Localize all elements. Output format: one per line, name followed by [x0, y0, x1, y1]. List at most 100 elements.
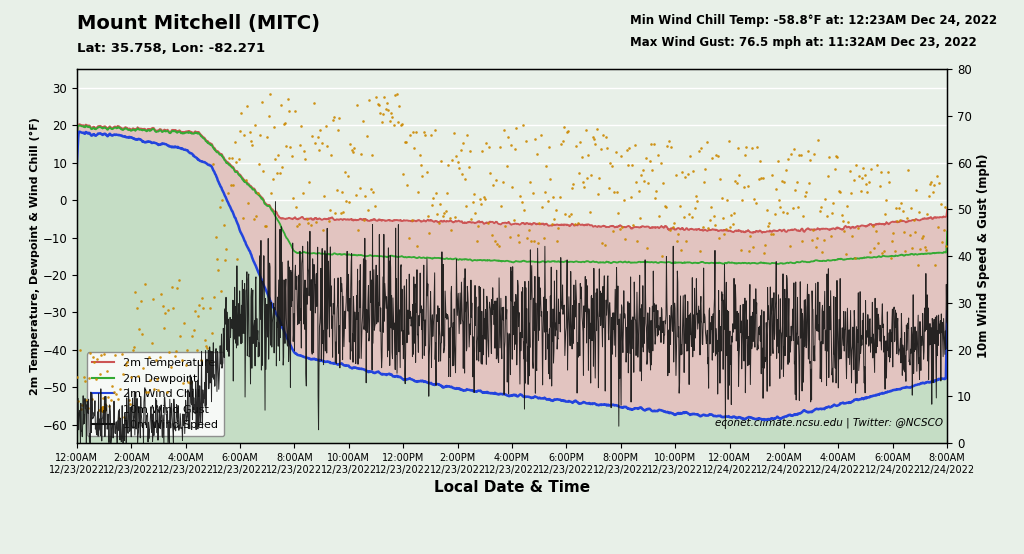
Point	[194, 294, 210, 303]
Point	[864, 222, 881, 230]
Point	[629, 237, 645, 245]
Point	[463, 214, 479, 223]
Point	[428, 189, 444, 198]
Point	[681, 209, 697, 218]
Point	[240, 199, 256, 208]
Point	[164, 283, 180, 291]
Point	[419, 167, 435, 176]
Point	[370, 99, 386, 108]
Point	[810, 135, 826, 144]
Point	[441, 213, 458, 222]
Point	[916, 243, 933, 252]
Point	[152, 353, 168, 362]
Point	[883, 254, 899, 263]
Point	[790, 202, 806, 211]
Point	[676, 213, 692, 222]
Point	[155, 302, 171, 311]
Point	[316, 192, 333, 201]
Point	[763, 230, 779, 239]
Point	[760, 221, 776, 230]
Point	[785, 145, 802, 153]
Point	[862, 248, 879, 257]
Point	[467, 209, 483, 218]
Point	[337, 168, 353, 177]
Point	[585, 133, 601, 142]
Point	[660, 137, 677, 146]
Point	[492, 142, 508, 151]
Point	[872, 167, 889, 176]
Point	[590, 189, 606, 198]
Point	[335, 208, 351, 217]
Point	[271, 168, 288, 177]
Point	[624, 161, 640, 170]
Point	[577, 183, 593, 192]
Point	[805, 226, 821, 235]
Point	[453, 145, 469, 154]
Point	[440, 161, 457, 170]
Point	[647, 194, 664, 203]
Point	[187, 307, 204, 316]
Point	[391, 101, 408, 110]
Point	[749, 143, 765, 152]
Point	[303, 220, 319, 229]
Point	[430, 219, 446, 228]
Point	[796, 212, 812, 220]
Point	[499, 161, 515, 170]
Point	[248, 212, 264, 220]
Point	[80, 403, 96, 412]
Point	[765, 230, 781, 239]
Point	[444, 156, 461, 165]
Point	[686, 203, 702, 212]
Point	[223, 153, 240, 162]
Point	[339, 172, 355, 181]
Point	[202, 304, 218, 312]
Point	[301, 178, 317, 187]
Point	[662, 225, 678, 234]
Point	[197, 335, 213, 344]
Point	[688, 191, 705, 200]
Point	[746, 195, 763, 204]
Point	[816, 235, 833, 244]
Point	[564, 184, 581, 193]
Point	[429, 209, 445, 218]
Point	[283, 143, 299, 152]
Point	[893, 199, 909, 208]
Point	[565, 179, 582, 188]
Point	[809, 233, 825, 242]
Point	[618, 145, 635, 154]
Point	[929, 171, 945, 180]
Point	[506, 216, 522, 224]
Point	[520, 225, 537, 234]
Point	[469, 237, 485, 245]
Point	[698, 137, 715, 146]
Point	[801, 179, 817, 188]
Point	[920, 209, 936, 218]
Point	[659, 142, 676, 151]
Point	[620, 161, 636, 170]
Point	[72, 346, 88, 355]
Point	[771, 195, 787, 204]
Point	[221, 153, 238, 162]
Point	[711, 234, 727, 243]
Point	[139, 387, 156, 396]
Point	[870, 239, 887, 248]
Point	[931, 179, 947, 188]
Point	[251, 160, 267, 168]
Point	[938, 242, 954, 250]
Point	[636, 177, 652, 186]
Point	[115, 370, 131, 379]
Point	[160, 306, 176, 315]
Point	[82, 348, 98, 357]
Point	[458, 201, 474, 210]
Point	[726, 208, 742, 217]
Point	[519, 233, 536, 242]
Point	[561, 212, 578, 221]
Point	[242, 127, 258, 136]
Point	[536, 234, 552, 243]
Point	[722, 223, 738, 232]
Point	[534, 203, 550, 212]
Point	[304, 131, 321, 140]
Point	[692, 247, 709, 256]
Point	[874, 249, 891, 258]
Point	[891, 203, 907, 212]
